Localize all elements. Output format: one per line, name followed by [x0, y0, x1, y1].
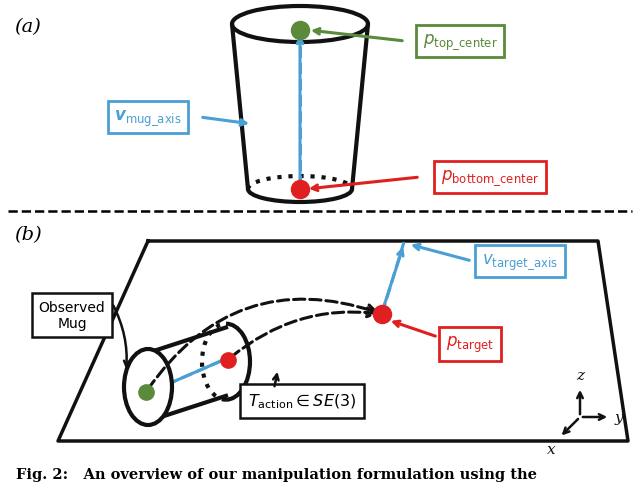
- Text: $p_{\mathrm{bottom\_center}}$: $p_{\mathrm{bottom\_center}}$: [441, 168, 539, 187]
- Text: $v_{\mathrm{target\_axis}}$: $v_{\mathrm{target\_axis}}$: [482, 252, 558, 271]
- Text: Observed
Mug: Observed Mug: [38, 300, 106, 330]
- Text: (a): (a): [14, 18, 41, 36]
- Text: x: x: [547, 443, 556, 456]
- Text: $p_{\mathrm{top\_center}}$: $p_{\mathrm{top\_center}}$: [422, 32, 497, 52]
- Text: $T_{\mathrm{action}} \in SE(3)$: $T_{\mathrm{action}} \in SE(3)$: [248, 392, 356, 410]
- Text: (b): (b): [14, 225, 42, 244]
- Text: z: z: [576, 368, 584, 382]
- FancyArrowPatch shape: [148, 300, 376, 390]
- FancyArrowPatch shape: [230, 308, 376, 358]
- Text: y: y: [615, 410, 623, 424]
- Text: $\boldsymbol{v}_{\mathrm{mug\_axis}}$: $\boldsymbol{v}_{\mathrm{mug\_axis}}$: [114, 108, 182, 127]
- Text: Fig. 2:   An overview of our manipulation formulation using the: Fig. 2: An overview of our manipulation …: [16, 467, 537, 481]
- Text: $p_{\mathrm{target}}$: $p_{\mathrm{target}}$: [446, 334, 494, 354]
- Ellipse shape: [124, 349, 172, 425]
